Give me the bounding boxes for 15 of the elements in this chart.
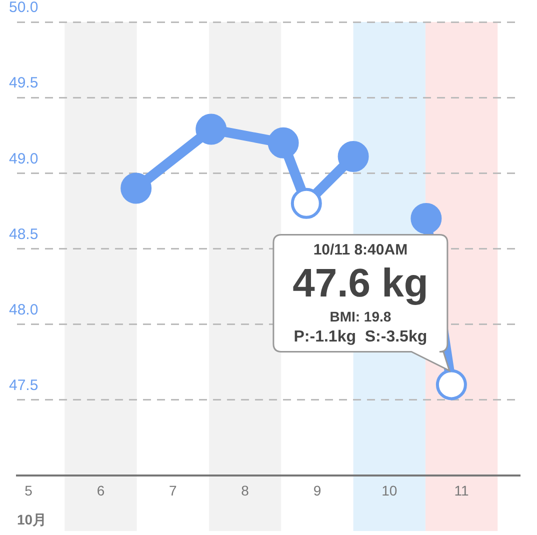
x-tick-label: 11 [454,482,470,499]
x-tick-label: 10 [382,482,398,499]
x-axis-title: 10月 [17,511,47,528]
y-tick-label: 47.5 [9,376,38,394]
y-tick-label: 48.0 [9,301,38,318]
x-tick-label: 7 [168,482,177,499]
x-tick-label: 6 [96,482,105,499]
annotation: 10/11 8:40AM 47.6 kg BMI: 19.8 P:-1.1kg S:-3.5kg [292,242,428,346]
y-tick-label: 49.0 [9,150,38,168]
y-tick-label: 50.0 [9,0,38,16]
x-tick-label: 5 [24,482,33,499]
x-tick-label: 9 [313,482,322,499]
x-tick-label: 8 [241,482,250,499]
y-tick-label: 48.5 [9,226,38,243]
y-tick-label: 49.5 [9,74,38,92]
